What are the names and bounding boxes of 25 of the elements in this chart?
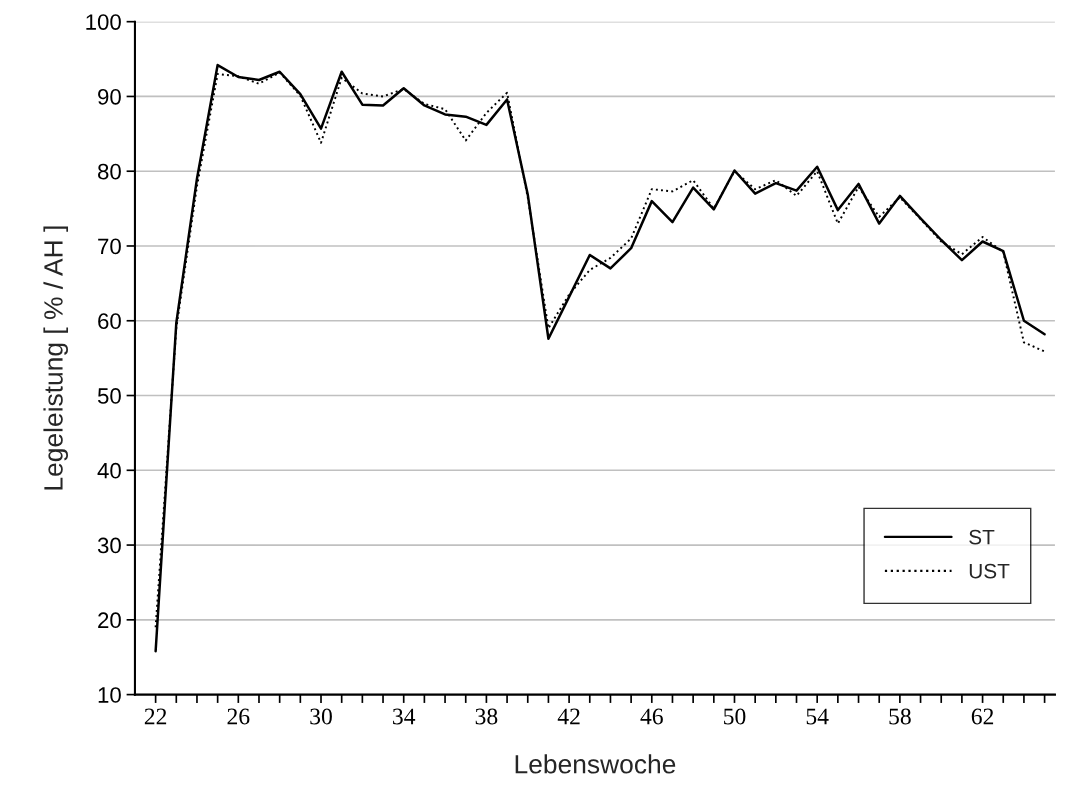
y-tick-label: 70 (98, 238, 121, 255)
y-tick-label: 60 (98, 313, 121, 330)
legend-label: UST (969, 563, 1010, 579)
y-tick-label: 10 (98, 687, 121, 703)
x-tick-label: 62 (971, 708, 994, 725)
x-tick-label: 42 (557, 708, 580, 725)
y-axis-title: Legeleistung [ % / AH ] (43, 226, 69, 490)
x-tick-label: 50 (724, 708, 746, 725)
x-tick-label: 22 (144, 708, 167, 725)
x-tick-label: 54 (806, 708, 829, 725)
x-tick-label: 34 (393, 708, 416, 725)
x-tick-label: 58 (889, 708, 911, 725)
x-tick-label: 38 (475, 708, 498, 725)
y-tick-label: 30 (97, 537, 121, 554)
x-tick-label: 30 (310, 708, 332, 725)
x-tick-label: 26 (227, 708, 250, 725)
y-tick-label: 50 (97, 388, 121, 404)
y-tick-label: 20 (98, 612, 121, 629)
x-tick-label: 46 (640, 708, 663, 725)
legend-label: ST (969, 529, 995, 545)
y-tick-label: 100 (86, 14, 121, 30)
x-axis-title: Lebenswoche (515, 754, 676, 774)
y-tick-label: 40 (97, 462, 121, 479)
y-tick-label: 80 (98, 163, 121, 180)
y-tick-label: 90 (98, 88, 121, 105)
